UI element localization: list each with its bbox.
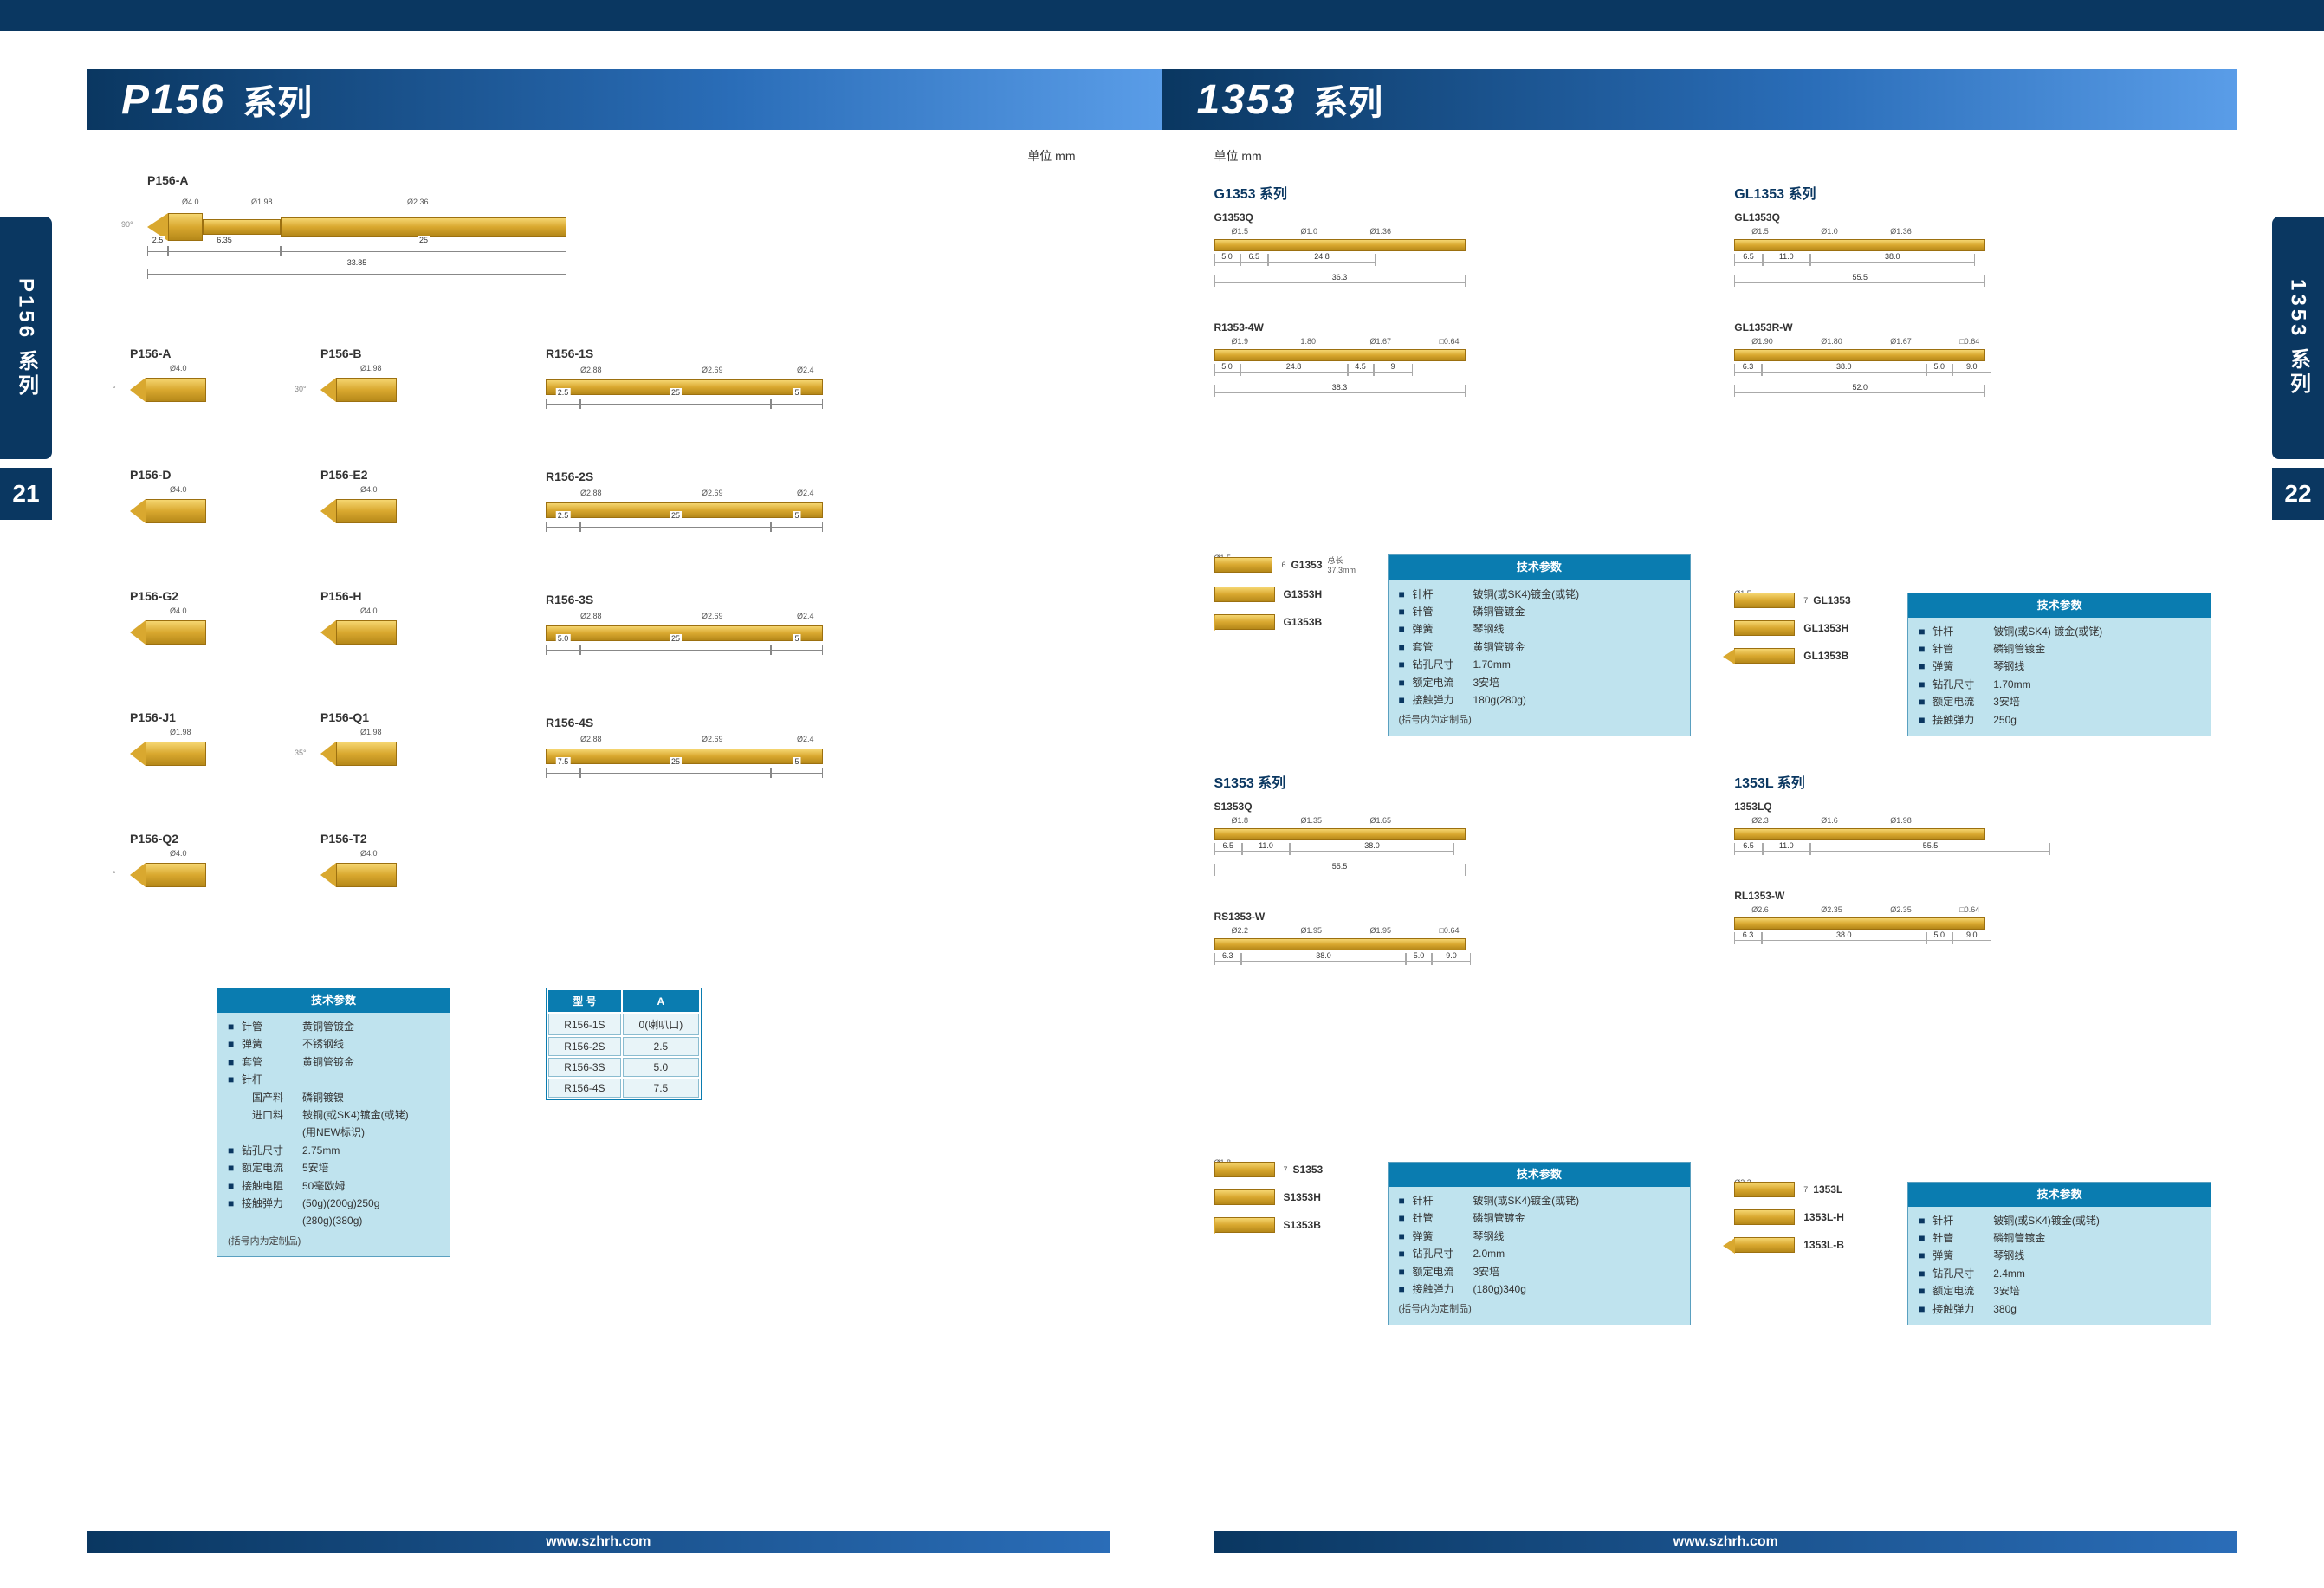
- model-table: 型 号A R156-1S0(喇叭口)R156-2S2.5R156-3S5.0R1…: [546, 988, 702, 1100]
- probe-R1353-4W: R1353-4W Ø1.91.80Ø1.67□0.64 5.024.84.59 …: [1214, 321, 1692, 397]
- specbox-left: 技术参数 ■针管黄铜管镀金■弹簧不锈钢线■套管黄铜管镀金■针杆国产料磷铜镀镍进口…: [217, 988, 450, 1257]
- content-right: 单位 mm G1353 系列 G1353Q Ø1.5Ø1.0Ø1.36 5.06…: [1214, 147, 2212, 1519]
- titlebar: 1353 系列: [1162, 69, 2238, 130]
- tip-1353L-H: 1353L-H: [1734, 1209, 1890, 1225]
- tip-1353L: Ø2.3 7 1353L: [1734, 1182, 1890, 1197]
- specbox: 技术参数 ■针杆铍铜(或SK4)镀金(或铑)■针管磷铜管镀金■弹簧琴钢线■钻孔尺…: [1907, 1182, 2211, 1325]
- probe-S1353Q: S1353Q Ø1.8Ø1.35Ø1.65 6.511.038.0 55.5: [1214, 800, 1692, 876]
- titlebar: P156 系列: [87, 69, 1162, 130]
- group-2: S1353 系列 S1353Q Ø1.8Ø1.35Ø1.65 6.511.038…: [1214, 771, 1692, 1325]
- tip-G1353H: G1353H: [1214, 587, 1370, 602]
- spec-rows-left: ■针管黄铜管镀金■弹簧不锈钢线■套管黄铜管镀金■针杆国产料磷铜镀镍进口料铍铜(或…: [228, 1018, 439, 1230]
- angle: 90°: [121, 220, 133, 229]
- footer: www.szhrh.com: [87, 1531, 1110, 1553]
- tip-GL1353: Ø1.5 7 GL1353: [1734, 593, 1890, 608]
- main-pin: P156-A 90° Ø4.0 Ø1.98 Ø2.36 2.5 6.35: [147, 173, 566, 279]
- series-suffix: 系列: [243, 75, 312, 125]
- sidetab: P156 系列: [0, 217, 52, 459]
- probe-G1353Q: G1353Q Ø1.5Ø1.0Ø1.36 5.06.524.8 36.3: [1214, 211, 1692, 287]
- unit-label: 单位 mm: [1027, 147, 1075, 165]
- pagenum: 21: [0, 468, 52, 520]
- tip-P156-B: P156-B Ø1.98 30°: [320, 347, 511, 468]
- tip-P156-Q2: P156-Q2 Ø4.0 35°: [130, 832, 320, 953]
- footer: www.szhrh.com: [1214, 1531, 2238, 1553]
- sub-header: S1353 系列: [1214, 771, 1692, 792]
- group-1: GL1353 系列 GL1353Q Ø1.5Ø1.0Ø1.36 6.511.03…: [1734, 182, 2211, 736]
- rpin-R156-1S: R156-1S Ø2.88 Ø2.69 Ø2.4 2.5 25 5: [546, 347, 840, 409]
- main-pin-name: P156-A: [147, 173, 566, 187]
- catalog-spread: P156 系列 P156 系列 21 www.szhrh.com 单位 mm P…: [0, 0, 2324, 1588]
- tip-P156-H: P156-H Ø4.0: [320, 589, 511, 710]
- topbar: [1162, 0, 2324, 31]
- rpins: R156-1S Ø2.88 Ø2.69 Ø2.4 2.5 25 5 R156-2…: [546, 347, 840, 839]
- pagenum: 22: [2272, 468, 2324, 520]
- probe-GL1353Q: GL1353Q Ø1.5Ø1.0Ø1.36 6.511.038.0 55.5: [1734, 211, 2211, 287]
- spec-header: 技术参数: [217, 988, 450, 1013]
- sidetab: 1353 系列: [2272, 217, 2324, 459]
- topbar: [0, 0, 1162, 31]
- content-left: 单位 mm P156-A 90° Ø4.0 Ø1.98 Ø2.36 2: [113, 147, 1110, 1519]
- model-table-wrap: 型 号A R156-1S0(喇叭口)R156-2S2.5R156-3S5.0R1…: [546, 988, 702, 1100]
- tip-G1353B: G1353B: [1214, 614, 1370, 630]
- specbox: 技术参数 ■针杆铍铜(或SK4)镀金(或铑)■针管磷铜管镀金■弹簧琴钢线■钻孔尺…: [1388, 1162, 1692, 1325]
- tip-S1353B: S1353B: [1214, 1217, 1370, 1233]
- page-22: 1353 系列 1353 系列 22 www.szhrh.com 单位 mm G…: [1162, 0, 2324, 1588]
- tips-list: Ø1.8 7 S1353 S1353H S1353B: [1214, 1162, 1370, 1325]
- tip-P156-D: P156-D Ø4.0: [130, 468, 320, 589]
- rpin-R156-2S: R156-2S Ø2.88 Ø2.69 Ø2.4 2.5 25 5: [546, 470, 840, 532]
- tip-S1353H: S1353H: [1214, 1189, 1370, 1205]
- specbox: 技术参数 ■针杆铍铜(或SK4) 镀金(或铑)■针管磷铜管镀金■弹簧琴钢线■钻孔…: [1907, 593, 2211, 736]
- series-code: P156: [121, 76, 225, 124]
- page-21: P156 系列 P156 系列 21 www.szhrh.com 单位 mm P…: [0, 0, 1162, 1588]
- tip-S1353: Ø1.8 7 S1353: [1214, 1162, 1370, 1177]
- unit-label: 单位 mm: [1214, 147, 1262, 165]
- tip-GL1353B: GL1353B: [1734, 648, 1890, 664]
- tip-P156-G2: P156-G2 Ø4.0: [130, 589, 320, 710]
- tips-list: Ø2.3 7 1353L 1353L-H 1353L-B: [1734, 1182, 1890, 1325]
- tip-P156-E2: P156-E2 Ø4.0: [320, 468, 511, 589]
- tip-1353L-B: 1353L-B: [1734, 1237, 1890, 1253]
- rpin-R156-4S: R156-4S Ø2.88 Ø2.69 Ø2.4 7.5 25 5: [546, 716, 840, 778]
- group-0: G1353 系列 G1353Q Ø1.5Ø1.0Ø1.36 5.06.524.8…: [1214, 182, 1692, 736]
- tip-GL1353H: GL1353H: [1734, 620, 1890, 636]
- probe-GL1353R-W: GL1353R-W Ø1.90Ø1.80Ø1.67□0.64 6.338.05.…: [1734, 321, 2211, 397]
- specbox: 技术参数 ■针杆铍铜(或SK4)镀金(或铑)■针管磷铜管镀金■弹簧琴钢线■套管黄…: [1388, 554, 1692, 736]
- series-code: 1353: [1197, 76, 1297, 124]
- tip-grid: P156-A Ø4.0 90° P156-B Ø1.98 30° P156-D …: [130, 347, 511, 953]
- probe-RL1353-W: RL1353-W Ø2.6Ø2.35Ø2.35□0.64 6.338.05.09…: [1734, 890, 2211, 944]
- groups-grid: G1353 系列 G1353Q Ø1.5Ø1.0Ø1.36 5.06.524.8…: [1214, 182, 2212, 1325]
- rpin-R156-3S: R156-3S Ø2.88 Ø2.69 Ø2.4 5.0 25 5: [546, 593, 840, 655]
- group-3: 1353L 系列 1353LQ Ø2.3Ø1.6Ø1.98 6.511.055.…: [1734, 771, 2211, 1325]
- sub-header: GL1353 系列: [1734, 182, 2211, 203]
- sub-header: G1353 系列: [1214, 182, 1692, 203]
- tip-G1353: Ø1.5 6 G1353 总长37.3mm: [1214, 554, 1370, 574]
- tips-list: Ø1.5 6 G1353 总长37.3mm G1353H G1353B: [1214, 554, 1370, 736]
- tip-P156-A: P156-A Ø4.0 90°: [130, 347, 320, 468]
- tip-P156-T2: P156-T2 Ø4.0: [320, 832, 511, 953]
- probe-RS1353-W: RS1353-W Ø2.2Ø1.95Ø1.95□0.64 6.338.05.09…: [1214, 911, 1692, 965]
- tip-P156-Q1: P156-Q1 Ø1.98 35°: [320, 710, 511, 832]
- tips-list: Ø1.5 7 GL1353 GL1353H GL1353B: [1734, 593, 1890, 736]
- series-suffix: 系列: [1313, 75, 1382, 125]
- probe-1353LQ: 1353LQ Ø2.3Ø1.6Ø1.98 6.511.055.5: [1734, 800, 2211, 855]
- sub-header: 1353L 系列: [1734, 771, 2211, 792]
- tip-P156-J1: P156-J1 Ø1.98: [130, 710, 320, 832]
